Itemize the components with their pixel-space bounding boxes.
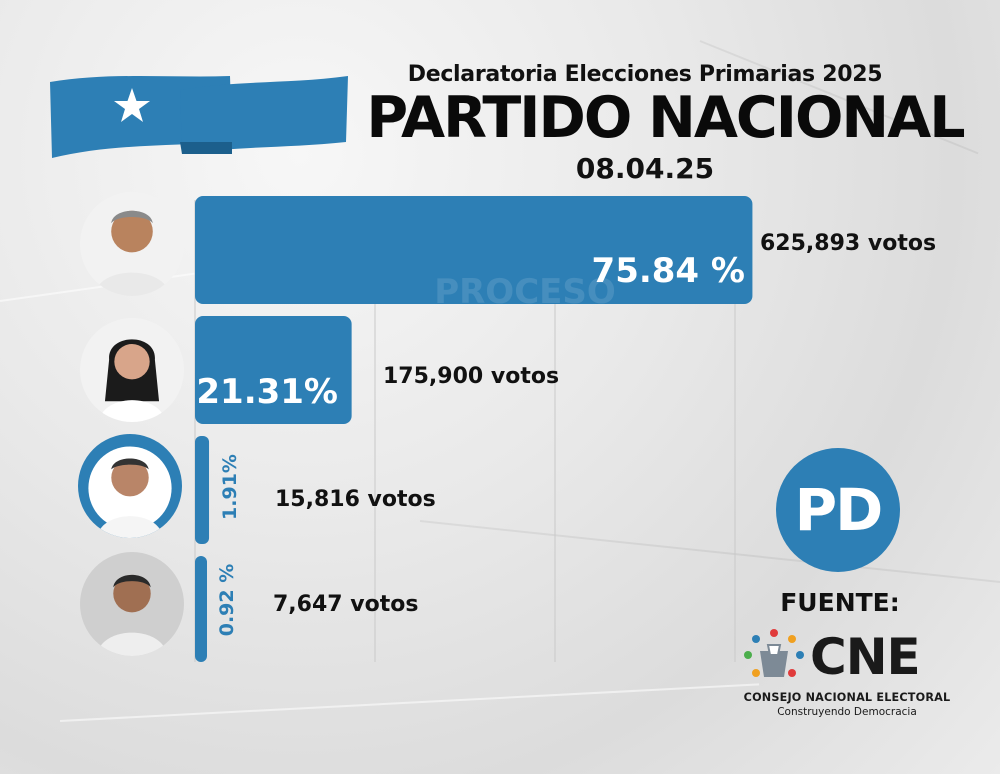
cne-full-name: CONSEJO NACIONAL ELECTORAL — [743, 691, 951, 704]
cne-tagline: Construyendo Democracia — [777, 706, 917, 718]
ballot-box-icon — [744, 629, 804, 677]
candidate-photo-icon — [80, 552, 184, 656]
watermark-text: PROCESO — [434, 272, 616, 312]
subtitle: Declaratoria Elecciones Primarias 2025 — [407, 62, 883, 87]
candidate-photo-icon — [80, 192, 184, 296]
pd-badge: PD — [776, 448, 900, 572]
page-title: PARTIDO NACIONAL — [366, 85, 965, 151]
bar-3 — [195, 436, 210, 544]
cne-logo: CNE — [742, 625, 952, 695]
candidate-photo-icon — [80, 318, 184, 422]
bar-2 — [195, 316, 352, 424]
source-label: FUENTE: — [780, 588, 900, 617]
percent-label: 0.92 % — [216, 564, 238, 637]
bar-4 — [195, 556, 207, 662]
percent-label: 21.31% — [196, 372, 338, 412]
votes-label: 7,647 votos — [273, 592, 418, 617]
date-label: 08.04.25 — [575, 152, 715, 185]
votes-label: 625,893 votos — [760, 231, 936, 256]
candidate-photo-icon — [78, 434, 182, 538]
cne-logo-text: CNE — [810, 628, 921, 686]
votes-label: 175,900 votos — [383, 364, 559, 389]
bar-1 — [195, 196, 753, 304]
pd-badge-text: PD — [794, 476, 884, 544]
percent-label: 1.91% — [219, 454, 241, 520]
percent-label: 75.84 % — [592, 251, 745, 291]
votes-label: 15,816 votos — [275, 487, 436, 512]
flag-icon — [50, 62, 350, 172]
